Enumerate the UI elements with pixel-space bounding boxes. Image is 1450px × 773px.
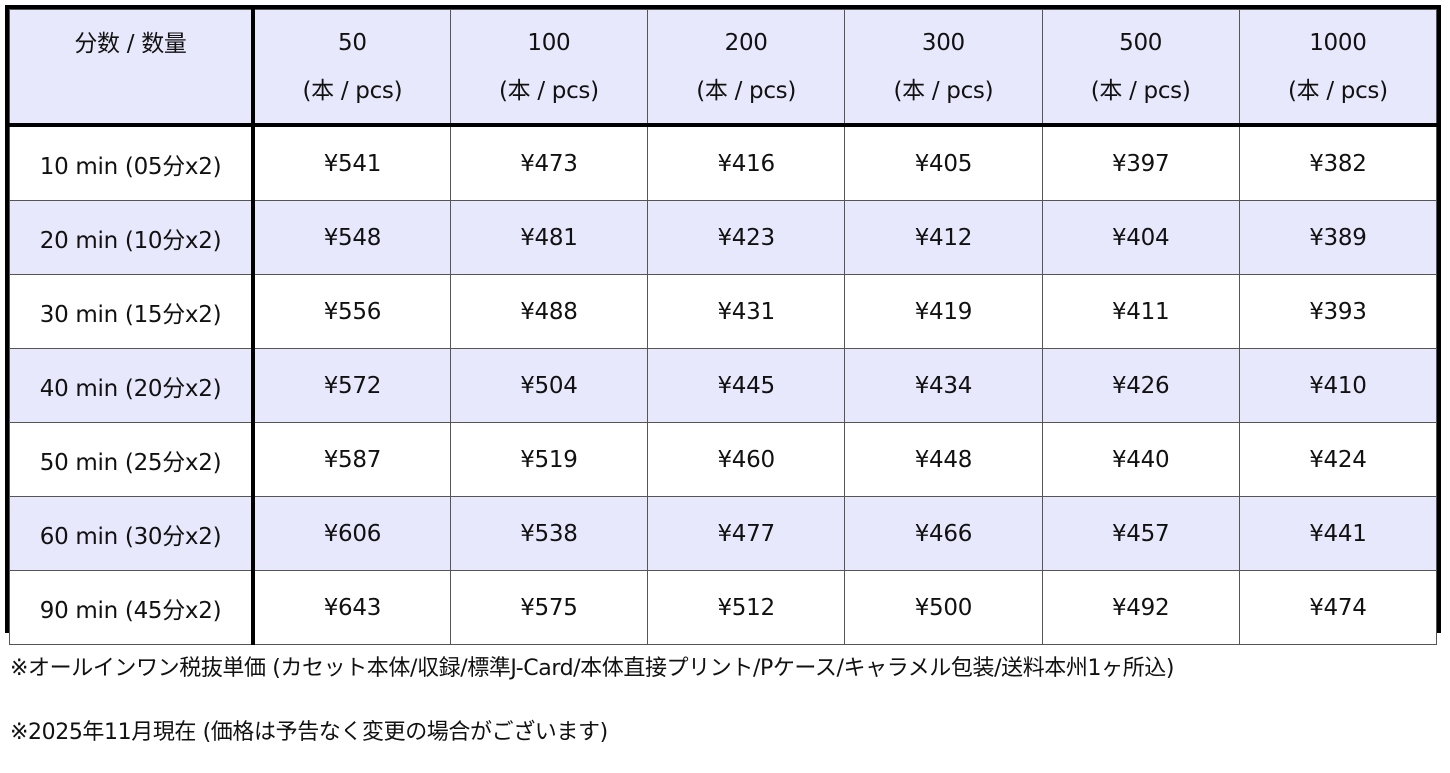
- table-row: 40 min (20分x2) ¥572 ¥504 ¥445 ¥434 ¥426 …: [9, 348, 1438, 423]
- duration-cell: 20 min (10分x2): [9, 200, 255, 275]
- price-cell: ¥410: [1238, 348, 1438, 423]
- price-cell: ¥575: [449, 570, 649, 645]
- quantity-value: 100: [527, 29, 571, 56]
- price-cell: ¥500: [844, 570, 1043, 645]
- quantity-value: 200: [724, 29, 768, 56]
- price-cell: ¥404: [1041, 200, 1240, 275]
- price-cell: ¥587: [252, 422, 451, 497]
- table-row: 20 min (10分x2) ¥548 ¥481 ¥423 ¥412 ¥404 …: [9, 200, 1438, 275]
- quantity-header-cell: 500 (本 / pcs): [1041, 9, 1240, 127]
- quantity-header-cell: 100 (本 / pcs): [449, 9, 649, 127]
- price-cell: ¥541: [252, 124, 451, 201]
- duration-cell: 60 min (30分x2): [9, 496, 255, 571]
- quantity-header-cell: 200 (本 / pcs): [646, 9, 846, 127]
- duration-cell: 40 min (20分x2): [9, 348, 255, 423]
- price-cell: ¥431: [646, 274, 846, 349]
- price-cell: ¥382: [1238, 124, 1438, 201]
- validity-note: ※2025年11月現在 (価格は予告なく変更の場合がございます): [10, 720, 608, 745]
- price-cell: ¥548: [252, 200, 451, 275]
- price-cell: ¥397: [1041, 124, 1240, 201]
- price-table: 分数 / 数量 50 (本 / pcs) 100 (本 / pcs) 200 (…: [9, 9, 1438, 645]
- price-cell: ¥572: [252, 348, 451, 423]
- price-cell: ¥440: [1041, 422, 1240, 497]
- price-cell: ¥412: [844, 200, 1043, 275]
- price-cell: ¥423: [646, 200, 846, 275]
- price-cell: ¥481: [449, 200, 649, 275]
- price-cell: ¥405: [844, 124, 1043, 201]
- price-cell: ¥474: [1238, 570, 1438, 645]
- duration-cell: 30 min (15分x2): [9, 274, 255, 349]
- duration-cell: 90 min (45分x2): [9, 570, 255, 645]
- price-cell: ¥643: [252, 570, 451, 645]
- price-cell: ¥473: [449, 124, 649, 201]
- quantity-unit: (本 / pcs): [498, 77, 599, 104]
- quantity-header-cell: 1000 (本 / pcs): [1238, 9, 1438, 127]
- table-header-row: 分数 / 数量 50 (本 / pcs) 100 (本 / pcs) 200 (…: [9, 9, 1438, 127]
- price-cell: ¥512: [646, 570, 846, 645]
- pricing-note: ※オールインワン税抜単価 (カセット本体/収録/標準J-Card/本体直接プリン…: [10, 656, 1175, 681]
- quantity-value: 1000: [1309, 29, 1367, 56]
- quantity-header-cell: 300 (本 / pcs): [844, 9, 1043, 127]
- table-row: 90 min (45分x2) ¥643 ¥575 ¥512 ¥500 ¥492 …: [9, 570, 1438, 645]
- price-cell: ¥393: [1238, 274, 1438, 349]
- corner-header-cell: 分数 / 数量: [9, 9, 255, 127]
- price-cell: ¥538: [449, 496, 649, 571]
- duration-cell: 10 min (05分x2): [9, 124, 255, 201]
- price-cell: ¥411: [1041, 274, 1240, 349]
- price-cell: ¥424: [1238, 422, 1438, 497]
- quantity-value: 500: [1119, 29, 1163, 56]
- duration-cell: 50 min (25分x2): [9, 422, 255, 497]
- price-cell: ¥556: [252, 274, 451, 349]
- price-cell: ¥389: [1238, 200, 1438, 275]
- quantity-unit: (本 / pcs): [1090, 77, 1191, 104]
- price-cell: ¥457: [1041, 496, 1240, 571]
- price-cell: ¥606: [252, 496, 451, 571]
- table-row: 60 min (30分x2) ¥606 ¥538 ¥477 ¥466 ¥457 …: [9, 496, 1438, 571]
- table-row: 50 min (25分x2) ¥587 ¥519 ¥460 ¥448 ¥440 …: [9, 422, 1438, 497]
- price-cell: ¥441: [1238, 496, 1438, 571]
- quantity-header-cell: 50 (本 / pcs): [252, 9, 451, 127]
- price-cell: ¥504: [449, 348, 649, 423]
- price-cell: ¥460: [646, 422, 846, 497]
- quantity-unit: (本 / pcs): [1287, 77, 1388, 104]
- price-cell: ¥448: [844, 422, 1043, 497]
- price-cell: ¥466: [844, 496, 1043, 571]
- table-row: 10 min (05分x2) ¥541 ¥473 ¥416 ¥405 ¥397 …: [9, 124, 1438, 201]
- price-cell: ¥416: [646, 124, 846, 201]
- quantity-unit: (本 / pcs): [302, 77, 403, 104]
- quantity-value: 50: [338, 29, 367, 56]
- price-cell: ¥488: [449, 274, 649, 349]
- price-cell: ¥492: [1041, 570, 1240, 645]
- price-cell: ¥434: [844, 348, 1043, 423]
- price-cell: ¥419: [844, 274, 1043, 349]
- price-table-container: 分数 / 数量 50 (本 / pcs) 100 (本 / pcs) 200 (…: [5, 5, 1441, 645]
- quantity-value: 300: [921, 29, 965, 56]
- table-row: 30 min (15分x2) ¥556 ¥488 ¥431 ¥419 ¥411 …: [9, 274, 1438, 349]
- price-cell: ¥477: [646, 496, 846, 571]
- quantity-unit: (本 / pcs): [893, 77, 994, 104]
- price-cell: ¥426: [1041, 348, 1240, 423]
- quantity-unit: (本 / pcs): [696, 77, 797, 104]
- price-cell: ¥519: [449, 422, 649, 497]
- price-cell: ¥445: [646, 348, 846, 423]
